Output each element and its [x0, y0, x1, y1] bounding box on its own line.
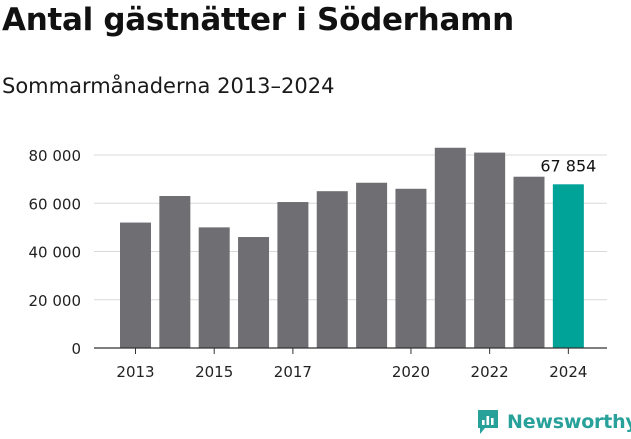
- y-tick-label: 20 000: [29, 292, 82, 310]
- bar-2017: [277, 202, 309, 348]
- x-tick-label: 2022: [471, 363, 509, 381]
- x-tick-label: 2020: [392, 363, 430, 381]
- bar-2018: [316, 191, 348, 348]
- brand-name: Newsworthy: [507, 411, 631, 433]
- y-tick-label: 80 000: [29, 147, 82, 165]
- axes: [94, 347, 607, 354]
- y-tick-label: 0: [71, 340, 81, 358]
- x-tick-label: 2017: [274, 363, 312, 381]
- chart-title: Antal gästnätter i Söderhamn: [2, 2, 514, 38]
- newsworthy-logo: Newsworthy: [476, 406, 631, 438]
- bar-2023: [513, 176, 545, 348]
- x-tick-label: 2024: [549, 363, 587, 381]
- bar-chart-speech-bubble-icon: [478, 410, 498, 434]
- bar-2019: [356, 182, 388, 348]
- bars: [120, 147, 584, 348]
- data-label-2024: 67 854: [540, 156, 596, 175]
- y-tick-label: 60 000: [29, 195, 82, 213]
- bar-2022: [474, 152, 506, 348]
- bar-2016: [238, 237, 270, 348]
- bar-2024: [552, 184, 584, 348]
- labels: 0 20 000 40 000 60 000 80 000 2013 2015 2017 202…: [29, 147, 597, 381]
- bar-2015: [198, 227, 230, 348]
- x-tick-label: 2015: [195, 363, 233, 381]
- bar-2014: [159, 196, 191, 348]
- x-tick-label: 2013: [116, 363, 154, 381]
- chart-subtitle: Sommarmånaderna 2013–2024: [2, 74, 335, 98]
- y-tick-label: 40 000: [29, 244, 82, 262]
- bar-2021: [434, 147, 466, 348]
- bar-2013: [120, 222, 151, 348]
- bar-2020: [395, 188, 427, 348]
